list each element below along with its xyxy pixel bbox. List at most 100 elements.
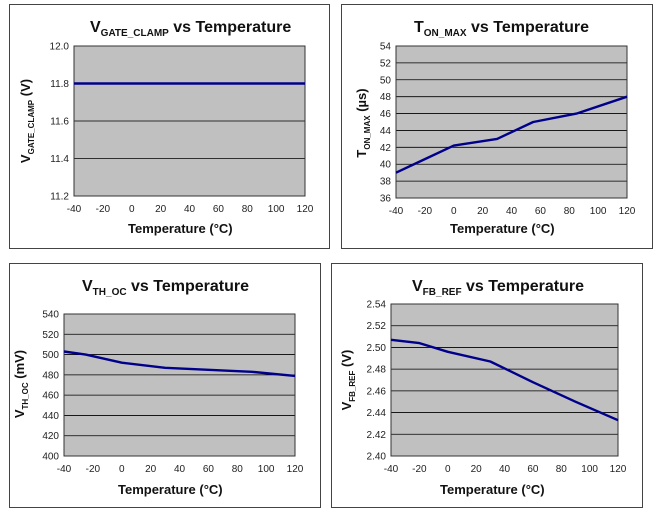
y-tick-label: 54	[380, 42, 392, 53]
plot-area	[391, 304, 618, 456]
y-tick-label: 540	[42, 310, 59, 321]
x-tick-label: 20	[471, 464, 483, 475]
chart-title-main: T	[414, 19, 424, 36]
x-tick-label: 100	[581, 464, 598, 475]
y-tick-label: 11.6	[50, 117, 69, 128]
plot-frame	[63, 313, 296, 457]
chart-title-subscript: FB_REF	[423, 287, 462, 298]
x-axis-label: Temperature (°C)	[450, 221, 555, 236]
y-tick-label: 46	[380, 109, 392, 120]
x-tick-label: -20	[418, 206, 433, 217]
x-tick-label: 0	[445, 464, 451, 475]
x-tick-label: 0	[129, 204, 135, 215]
y-tick-label: 2.46	[367, 386, 387, 397]
y-axis-label: TON_MAX (µs)	[354, 88, 372, 157]
chart-title-subscript: ON_MAX	[424, 28, 467, 39]
plot-area	[64, 314, 295, 456]
y-tick-label: 52	[380, 58, 392, 69]
x-tick-label: 60	[535, 206, 547, 217]
x-tick-label: 20	[145, 464, 157, 475]
x-tick-label: -20	[96, 204, 111, 215]
y-tick-label: 480	[42, 370, 59, 381]
plot-frame	[73, 45, 306, 197]
chart-title-main: V	[90, 19, 101, 36]
y-tick-label: 38	[380, 177, 392, 188]
y-tick-label: 36	[380, 194, 392, 205]
plot-area	[396, 46, 627, 198]
x-axis-label: Temperature (°C)	[118, 482, 223, 497]
y-tick-label: 520	[42, 330, 59, 341]
x-tick-label: 40	[499, 464, 511, 475]
y-tick-label: 2.40	[367, 452, 387, 463]
y-axis-label-main: T	[354, 150, 369, 158]
chart-title-rest: vs Temperature	[127, 278, 250, 295]
y-tick-label: 44	[380, 126, 392, 137]
y-tick-label: 2.54	[367, 300, 387, 311]
x-tick-label: 100	[590, 206, 607, 217]
x-tick-label: -20	[86, 464, 101, 475]
chart-title-subscript: GATE_CLAMP	[101, 28, 169, 39]
chart-title-main: V	[412, 278, 423, 295]
chart-panel-vgate-clamp: 11.2 11.4 11.6 11.8 12.0 -40 -20 0 20 40 60 80 100 12…	[9, 4, 330, 249]
x-tick-label: 0	[119, 464, 125, 475]
x-tick-label: 40	[506, 206, 518, 217]
plot-frame	[395, 45, 628, 199]
y-tick-label: 2.42	[367, 430, 387, 441]
y-tick-label: 2.44	[367, 408, 387, 419]
y-axis-label-rest: (mV)	[12, 350, 27, 383]
y-tick-label: 2.52	[367, 321, 387, 332]
x-tick-label: 0	[451, 206, 457, 217]
chart-title: VFB_REF vs Temperature	[412, 278, 584, 298]
chart-panel-vfb-ref: 2.40 2.42 2.44 2.46 2.48 2.50 2.52 2.54 -40 -20 0 2…	[331, 263, 643, 508]
chart-title-main: V	[82, 278, 93, 295]
y-axis-label-subscript: GATE_CLAMP	[27, 99, 36, 154]
y-tick-label: 420	[42, 431, 59, 442]
chart-svg: 400 420 440 460 480 500 520 540 -40 -20 0 20 40 60 80 1…	[12, 278, 304, 497]
chart-title-rest: vs Temperature	[462, 278, 585, 295]
x-tick-label: 120	[287, 464, 304, 475]
y-tick-label: 11.4	[50, 154, 69, 165]
x-tick-label: -40	[67, 204, 82, 215]
chart-title: TON_MAX vs Temperature	[414, 19, 589, 39]
y-tick-label: 40	[380, 160, 392, 171]
y-axis-label-main: V	[339, 401, 354, 410]
y-tick-label: 2.50	[367, 343, 387, 354]
x-tick-label: 40	[174, 464, 186, 475]
x-tick-label: 120	[619, 206, 636, 217]
x-tick-label: 80	[242, 204, 254, 215]
y-tick-label: 460	[42, 391, 59, 402]
chart-title-rest: vs Temperature	[169, 19, 292, 36]
x-tick-label: -40	[384, 464, 399, 475]
x-tick-label: 80	[232, 464, 244, 475]
x-tick-label: 20	[155, 204, 167, 215]
y-tick-label: 42	[380, 143, 392, 154]
y-tick-label: 11.8	[50, 79, 69, 90]
y-tick-label: 11.2	[50, 192, 69, 203]
plot-frame	[390, 303, 619, 457]
y-tick-label: 50	[380, 75, 392, 86]
y-tick-label: 500	[42, 350, 59, 361]
y-axis-label-rest: (V)	[18, 79, 33, 100]
y-axis-label-main: V	[12, 409, 27, 418]
chart-svg: 36 38 40 42 44 46 48 50 52 54 -40 -20 0 20 40 60 80 100 12…	[354, 19, 636, 236]
chart-title: VGATE_CLAMP vs Temperature	[90, 19, 291, 39]
x-tick-label: 60	[213, 204, 225, 215]
x-tick-label: -40	[57, 464, 72, 475]
y-tick-label: 12.0	[50, 42, 70, 53]
x-tick-label: -40	[389, 206, 404, 217]
y-axis-label: VGATE_CLAMP (V)	[18, 79, 36, 163]
x-tick-label: 60	[527, 464, 539, 475]
y-axis-label-rest: (V)	[339, 350, 354, 371]
x-tick-label: 120	[297, 204, 314, 215]
x-tick-label: 80	[564, 206, 576, 217]
y-axis-label-rest: (µs)	[354, 88, 369, 115]
x-tick-label: 20	[477, 206, 489, 217]
y-axis-label-subscript: TH_OC	[21, 382, 30, 409]
y-axis-label-main: V	[18, 154, 33, 163]
x-tick-label: 100	[258, 464, 275, 475]
chart-svg: 11.2 11.4 11.6 11.8 12.0 -40 -20 0 20 40 60 80 100 12…	[18, 19, 314, 236]
chart-title-subscript: TH_OC	[93, 287, 127, 298]
chart-title: VTH_OC vs Temperature	[82, 278, 249, 298]
y-tick-label: 2.48	[367, 365, 387, 376]
x-tick-label: 120	[610, 464, 627, 475]
